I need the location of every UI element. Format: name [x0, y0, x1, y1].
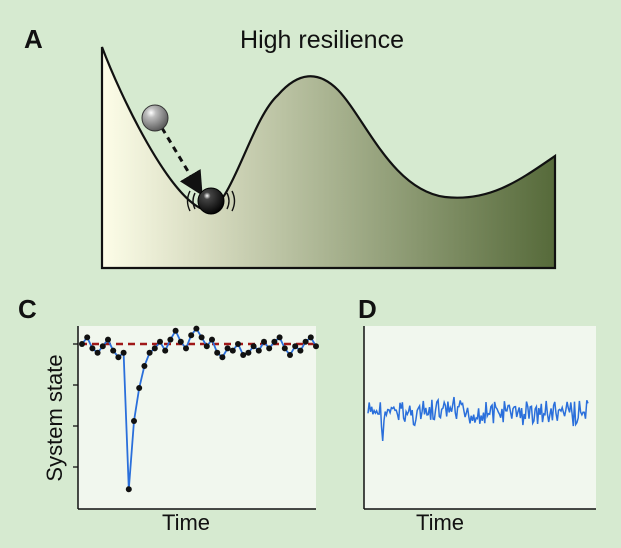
panel-c-point — [245, 349, 252, 356]
vibration-marks-icon — [186, 190, 236, 212]
panel-c-point — [313, 343, 319, 350]
panel-c-point — [146, 349, 153, 356]
panel-c-point — [89, 345, 96, 352]
panel-c-point — [302, 338, 309, 345]
panel-c-point — [287, 352, 293, 358]
panel-c-point — [250, 343, 257, 350]
panel-c-point — [281, 345, 288, 352]
panel-c-point — [198, 334, 205, 341]
panel-c-point — [266, 345, 273, 352]
panel-d-series-line — [367, 396, 589, 442]
panel-c-xlabel: Time — [162, 510, 210, 535]
panel-c-point — [162, 347, 169, 354]
stability-landscape — [100, 46, 557, 270]
panel-c-point — [203, 343, 210, 350]
panel-d-xlabel: Time — [416, 510, 464, 535]
panel-c-point — [235, 341, 241, 347]
panel-c-point — [219, 354, 226, 361]
panel-c-point — [105, 336, 111, 343]
panel-c-point — [110, 347, 117, 354]
panel-a-title: High resilience — [240, 26, 404, 54]
panel-c-point — [292, 343, 299, 350]
panel-c-point — [172, 327, 179, 334]
panel-c-point — [209, 336, 215, 343]
panel-c-point — [193, 325, 200, 332]
panel-d-letter: D — [358, 294, 377, 324]
panel-c-point — [229, 347, 236, 354]
panel-c-ylabel: System state — [42, 354, 67, 481]
panel-c-point — [261, 338, 267, 345]
panel-c-point — [183, 345, 189, 352]
panel-c-series-line — [81, 327, 317, 490]
panel-c-point — [99, 343, 106, 350]
panel-c-point — [157, 338, 163, 345]
panel-c-point — [297, 347, 304, 354]
panel-c-point — [276, 334, 283, 341]
panel-c-letter: C — [18, 294, 37, 324]
panel-c-point — [240, 352, 247, 358]
panel-c-point — [271, 338, 278, 345]
panel-c-point — [79, 341, 85, 347]
panel-c-point — [167, 336, 174, 343]
panel-c-point — [307, 334, 314, 341]
panel-c-point — [125, 486, 132, 493]
ball-initial-icon — [141, 104, 169, 132]
panel-c-point — [136, 385, 143, 391]
movement-arrow — [160, 127, 203, 196]
panel-c-point — [94, 349, 101, 356]
panel-c-point — [255, 347, 262, 354]
panel-c-point — [84, 334, 91, 341]
panel-c-point — [188, 332, 195, 339]
panel-c-point — [177, 338, 184, 345]
panel-c-point — [131, 418, 137, 424]
panel-c-point — [151, 345, 158, 352]
panel-c-point — [115, 354, 122, 361]
panel-a-letter: A — [24, 24, 43, 54]
panel-c-point — [141, 363, 148, 369]
panel-c-point — [214, 349, 221, 356]
panel-c-point — [224, 345, 231, 352]
ball-equilibrium-icon — [197, 187, 225, 215]
panel-c-point — [120, 349, 127, 356]
panel-c-ticks — [73, 343, 78, 468]
panel-c-points — [79, 325, 319, 493]
